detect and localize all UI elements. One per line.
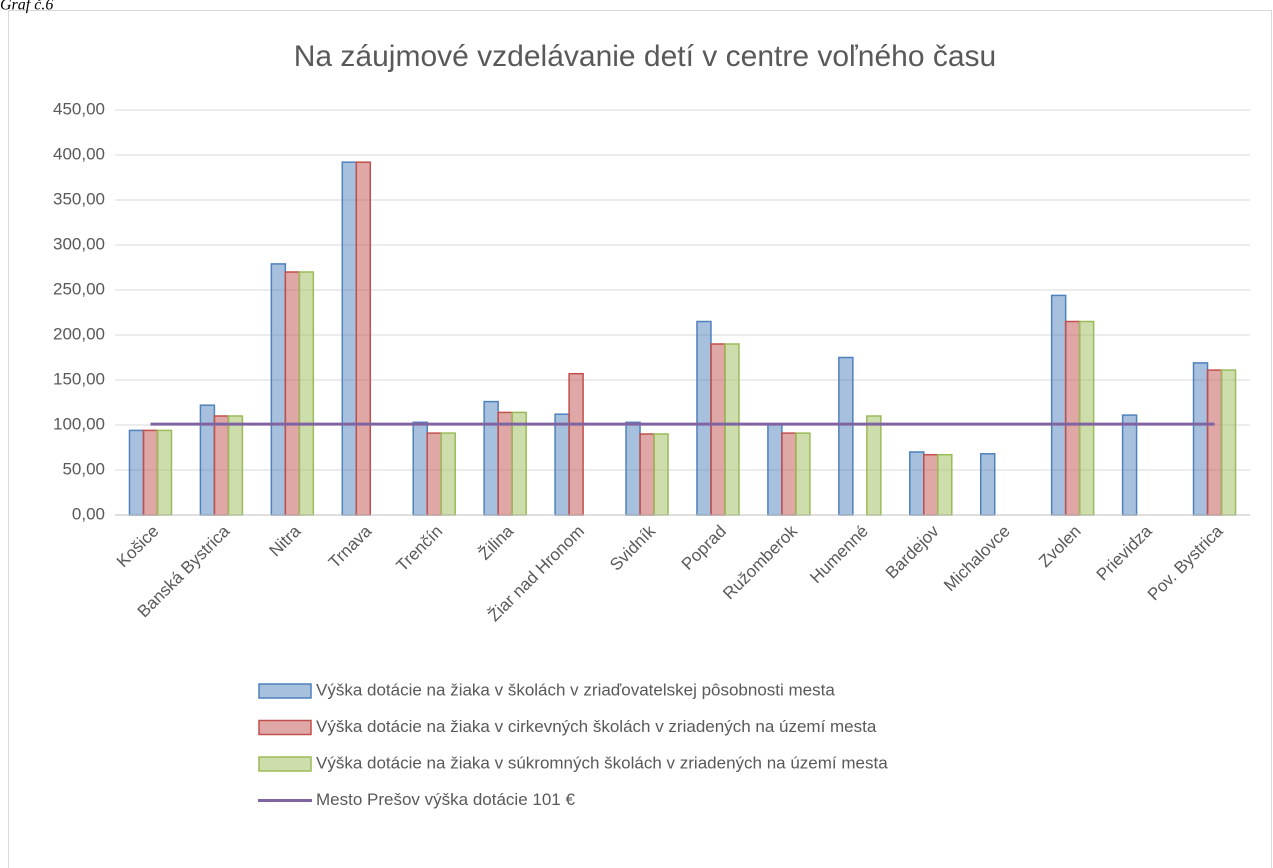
bar [355,161,372,516]
bar [696,320,712,516]
bar [795,432,811,516]
bar [1206,369,1223,516]
bar [270,263,287,516]
y-tick-label: 200,00 [53,324,105,343]
bar [440,432,456,516]
y-tick-label: 250,00 [53,279,105,298]
legend-label: Výška dotácie na žiaka v cirkevných škol… [316,717,877,736]
bar [1220,369,1237,516]
y-tick-label: 150,00 [53,369,105,388]
bar [483,400,499,516]
bar [923,453,939,516]
legend-label: Výška dotácie na žiaka v súkromných škol… [316,753,888,772]
y-tick-label: 400,00 [53,144,105,163]
bar [156,429,173,516]
bar [866,415,882,516]
bar [1192,362,1209,516]
legend-swatch [258,683,312,699]
bar [639,433,655,516]
legend-label: Výška dotácie na žiaka v školách v zriaď… [316,680,835,699]
legend-swatch [258,719,312,736]
bar [497,411,513,516]
bar [625,421,641,516]
bar [937,453,953,516]
bar [199,404,216,516]
y-tick-label: 100,00 [53,414,105,433]
bar [1078,320,1095,516]
y-tick-label: 0,00 [72,504,105,523]
legend-label: Mesto Prešov výška dotácie 101 € [316,790,575,809]
bar [653,433,669,516]
bar [767,423,783,516]
bar [511,411,527,516]
bar [568,372,584,516]
bar [227,415,244,516]
bar [298,271,315,516]
legend-swatch [258,756,312,772]
bar [1050,294,1067,516]
bar [1121,414,1138,516]
chart-title: Na záujmové vzdelávanie detí v centre vo… [294,40,996,73]
bar [781,432,797,516]
bar [979,453,996,516]
bar [1064,320,1081,516]
y-tick-label: 350,00 [53,189,105,208]
bar [426,432,442,516]
y-tick-label: 50,00 [62,459,105,478]
bar [724,343,740,516]
bar [838,356,854,516]
bar [710,343,726,516]
bar [412,421,428,516]
bar [284,271,301,516]
bar [341,161,358,516]
bar [142,429,159,516]
bar [909,451,925,516]
bar [554,413,570,516]
caption: Graf č.6 [0,0,53,14]
y-tick-label: 300,00 [53,234,105,253]
y-tick-label: 450,00 [53,99,105,118]
bar [128,429,145,516]
bar [213,415,230,516]
